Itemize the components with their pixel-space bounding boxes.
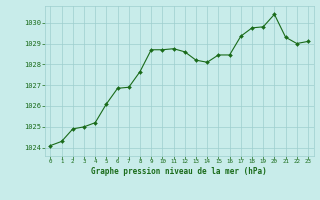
X-axis label: Graphe pression niveau de la mer (hPa): Graphe pression niveau de la mer (hPa) [91, 167, 267, 176]
